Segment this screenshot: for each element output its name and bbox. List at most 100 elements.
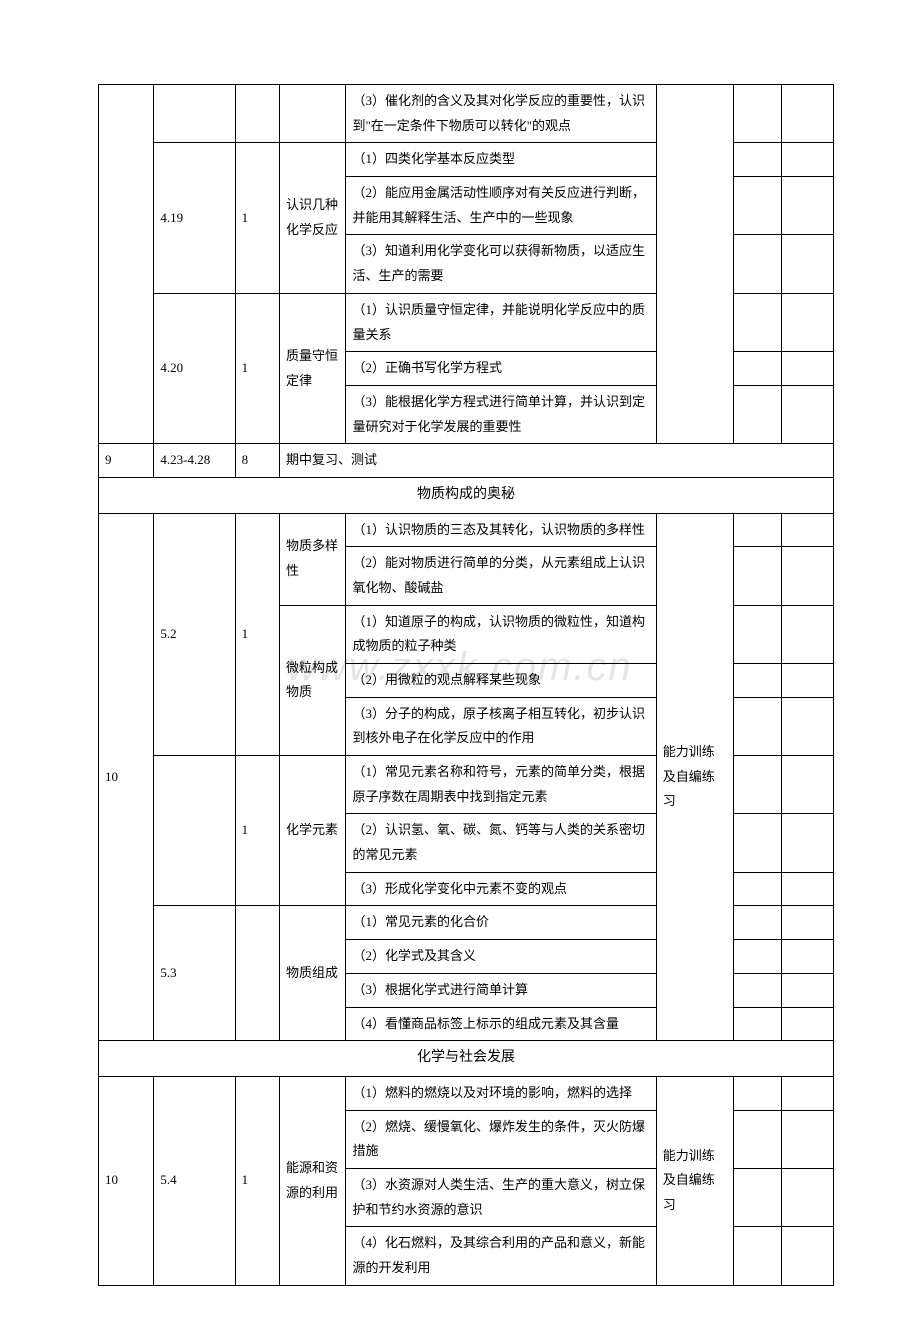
- cell-date: 5.4: [154, 1076, 235, 1285]
- cell-blank: [782, 1168, 834, 1226]
- cell-empty: [154, 85, 235, 143]
- cell-hours: 1: [235, 293, 279, 443]
- cell-content: （4）化石燃料，及其综合利用的产品和意义，新能源的开发利用: [346, 1227, 656, 1285]
- cell-blank: [782, 1110, 834, 1168]
- cell-material: 能力训练及自编练习: [656, 1076, 734, 1285]
- cell-blank: [782, 235, 834, 293]
- cell-blank: [734, 814, 782, 872]
- cell-blank: [782, 663, 834, 697]
- cell-week: 9: [99, 444, 154, 478]
- cell-topic: 物质多样性: [279, 513, 345, 605]
- cell-blank: [734, 85, 782, 143]
- cell-blank: [782, 814, 834, 872]
- section-header: 物质构成的奥秘: [99, 477, 834, 513]
- cell-content: （2）能对物质进行简单的分类，从元素组成上认识氧化物、酸碱盐: [346, 547, 656, 605]
- section-header: 化学与社会发展: [99, 1041, 834, 1077]
- cell-blank: [782, 872, 834, 906]
- cell-blank: [734, 352, 782, 386]
- cell-hours: 1: [235, 1076, 279, 1285]
- cell-blank: [734, 940, 782, 974]
- cell-content: （1）认识物质的三态及其转化，认识物质的多样性: [346, 513, 656, 547]
- cell-content: （1）知道原子的构成，认识物质的微粒性，知道构成物质的粒子种类: [346, 605, 656, 663]
- cell-topic: 认识几种化学反应: [279, 143, 345, 293]
- cell-blank: [734, 756, 782, 814]
- cell-blank: [734, 1168, 782, 1226]
- cell-hours: 1: [235, 756, 279, 906]
- cell-empty: [235, 85, 279, 143]
- cell-date: 5.2: [154, 513, 235, 756]
- cell-blank: [782, 352, 834, 386]
- cell-blank: [782, 385, 834, 443]
- cell-content: （3）能根据化学方程式进行简单计算，并认识到定量研究对于化学发展的重要性: [346, 385, 656, 443]
- cell-content: （3）根据化学式进行简单计算: [346, 973, 656, 1007]
- cell-content: （2）燃烧、缓慢氧化、爆炸发生的条件，灭火防爆措施: [346, 1110, 656, 1168]
- cell-blank: [734, 1110, 782, 1168]
- cell-date: 4.19: [154, 143, 235, 293]
- cell-blank: [734, 293, 782, 351]
- cell-blank: [734, 143, 782, 177]
- cell-blank: [782, 605, 834, 663]
- cell-blank: [734, 663, 782, 697]
- cell-topic: 物质组成: [279, 906, 345, 1041]
- cell-week: 10: [99, 1076, 154, 1285]
- cell-content: （3）分子的构成，原子核离子相互转化，初步认识到核外电子在化学反应中的作用: [346, 697, 656, 755]
- cell-blank: [782, 293, 834, 351]
- cell-content: （4）看懂商品标签上标示的组成元素及其含量: [346, 1007, 656, 1041]
- cell-blank: [734, 906, 782, 940]
- cell-content: （2）正确书写化学方程式: [346, 352, 656, 386]
- cell-blank: [734, 1227, 782, 1285]
- cell-topic: 能源和资源的利用: [279, 1076, 345, 1285]
- cell-blank: [782, 85, 834, 143]
- cell-content: （3）知道利用化学变化可以获得新物质，以适应生活、生产的需要: [346, 235, 656, 293]
- cell-blank: [782, 1076, 834, 1110]
- cell-content: （3）水资源对人类生活、生产的重大意义，树立保护和节约水资源的意识: [346, 1168, 656, 1226]
- cell-content: （2）化学式及其含义: [346, 940, 656, 974]
- cell-date: [154, 756, 235, 906]
- cell-blank: [782, 547, 834, 605]
- cell-blank: [782, 177, 834, 235]
- cell-material: 能力训练及自编练习: [656, 513, 734, 1041]
- cell-date: 5.3: [154, 906, 235, 1041]
- cell-material: [656, 85, 734, 444]
- cell-blank: [782, 1007, 834, 1041]
- cell-content: （3）催化剂的含义及其对化学反应的重要性，认识到"在一定条件下物质可以转化"的观…: [346, 85, 656, 143]
- cell-week: 10: [99, 513, 154, 1041]
- cell-blank: [734, 872, 782, 906]
- cell-blank: [734, 235, 782, 293]
- cell-date: 4.23-4.28: [154, 444, 235, 478]
- cell-blank: [782, 756, 834, 814]
- schedule-table: （3）催化剂的含义及其对化学反应的重要性，认识到"在一定条件下物质可以转化"的观…: [98, 84, 834, 1286]
- cell-content: 期中复习、测试: [279, 444, 833, 478]
- cell-week: [99, 85, 154, 444]
- cell-blank: [734, 1076, 782, 1110]
- cell-content: （1）常见元素的化合价: [346, 906, 656, 940]
- cell-topic: 化学元素: [279, 756, 345, 906]
- cell-blank: [734, 973, 782, 1007]
- cell-hours: [235, 906, 279, 1041]
- cell-content: （2）用微粒的观点解释某些现象: [346, 663, 656, 697]
- cell-date: 4.20: [154, 293, 235, 443]
- cell-hours: 1: [235, 513, 279, 756]
- cell-blank: [782, 143, 834, 177]
- cell-blank: [734, 547, 782, 605]
- cell-content: （2）能应用金属活动性顺序对有关反应进行判断，并能用其解释生活、生产中的一些现象: [346, 177, 656, 235]
- cell-content: （1）常见元素名称和符号，元素的简单分类，根据原子序数在周期表中找到指定元素: [346, 756, 656, 814]
- cell-hours: 1: [235, 143, 279, 293]
- cell-blank: [782, 697, 834, 755]
- cell-blank: [782, 973, 834, 1007]
- cell-content: （1）四类化学基本反应类型: [346, 143, 656, 177]
- cell-blank: [782, 1227, 834, 1285]
- cell-blank: [734, 513, 782, 547]
- cell-hours: 8: [235, 444, 279, 478]
- cell-blank: [782, 513, 834, 547]
- cell-content: （3）形成化学变化中元素不变的观点: [346, 872, 656, 906]
- cell-empty: [279, 85, 345, 143]
- cell-topic: 质量守恒定律: [279, 293, 345, 443]
- cell-content: （1）认识质量守恒定律，并能说明化学反应中的质量关系: [346, 293, 656, 351]
- cell-blank: [734, 697, 782, 755]
- cell-content: （1）燃料的燃烧以及对环境的影响，燃料的选择: [346, 1076, 656, 1110]
- cell-blank: [734, 1007, 782, 1041]
- cell-blank: [782, 940, 834, 974]
- cell-topic: 微粒构成物质: [279, 605, 345, 755]
- cell-content: （2）认识氢、氧、碳、氮、钙等与人类的关系密切的常见元素: [346, 814, 656, 872]
